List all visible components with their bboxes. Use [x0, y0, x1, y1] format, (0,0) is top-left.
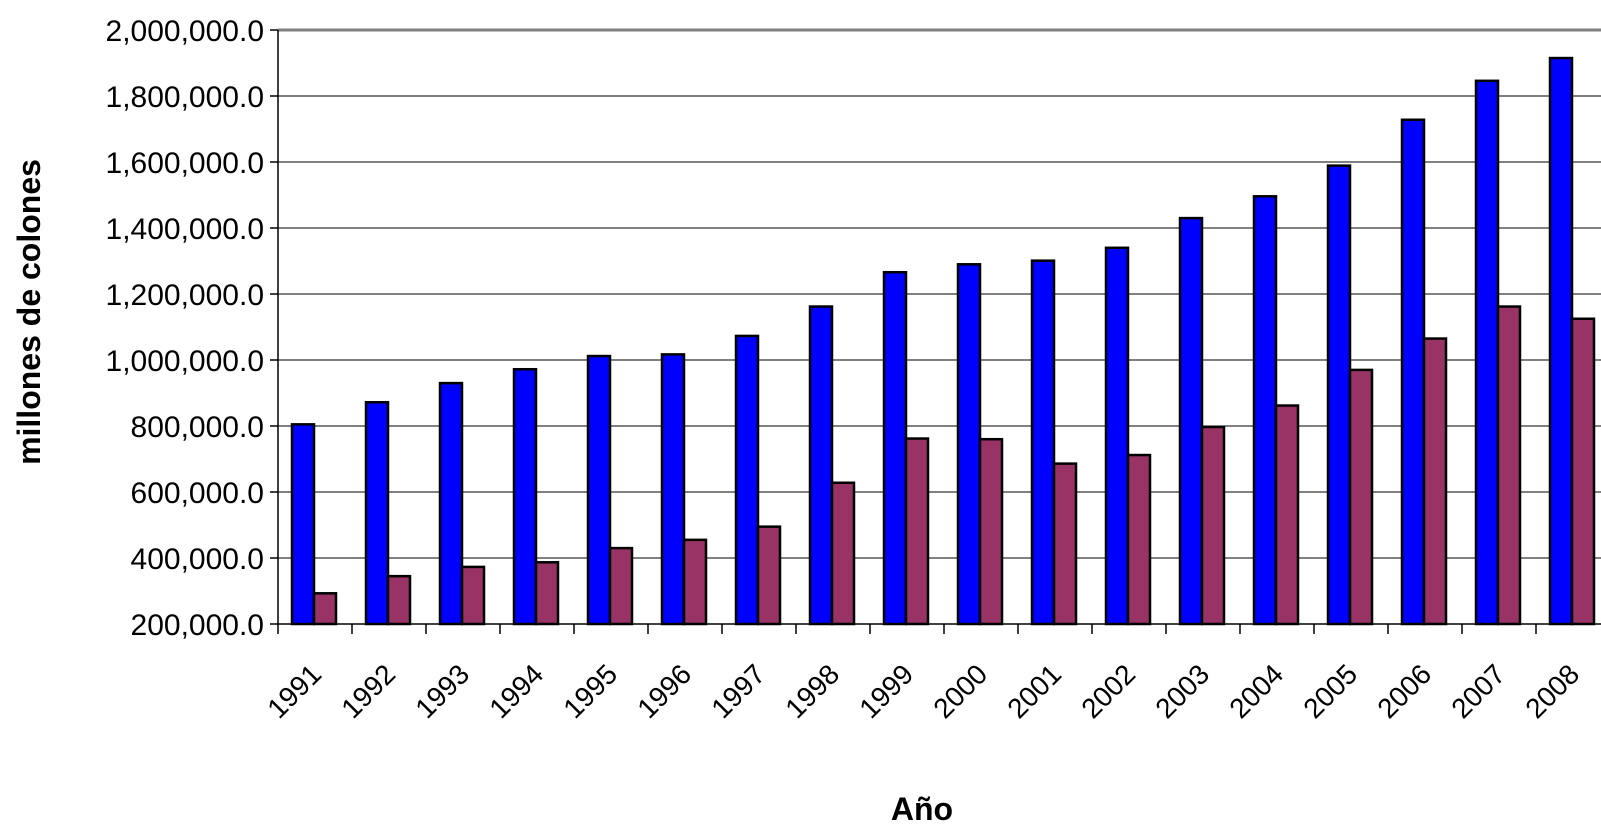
bar-2003-series-1 [1178, 216, 1204, 626]
y-tick-label: 1,400,000.0 [106, 213, 264, 246]
x-tick-label: 1999 [853, 658, 919, 724]
x-tick-label: 2001 [1001, 658, 1067, 724]
bar-2000-series-1 [956, 263, 982, 626]
bar-1996-series-1 [660, 353, 686, 626]
bar-2005-series-2 [1348, 368, 1374, 626]
axes [277, 30, 1601, 634]
bar-2006-series-1 [1400, 118, 1426, 626]
bar-2000-series-2 [978, 437, 1004, 626]
bar-1997-series-2 [756, 525, 782, 626]
bar-2006-series-2 [1422, 337, 1448, 626]
y-tick-labels: 200,000.0 400,000.0 600,000.0 800,000.0 1,00… [106, 15, 264, 642]
x-tick-label: 2003 [1149, 658, 1215, 724]
bar-2004-series-2 [1274, 404, 1300, 626]
bar-2007-series-2 [1496, 305, 1522, 626]
bar-1993-series-1 [438, 381, 464, 626]
y-tick-label: 1,200,000.0 [106, 279, 264, 312]
bar-1996-series-2 [682, 538, 708, 626]
x-tick-labels: 1991 1992 1993 1994 1995 1996 1997 1998 1999 2000… [261, 658, 1585, 724]
y-axis-title: millones de colones [11, 159, 47, 465]
x-tick-label: 2006 [1371, 658, 1437, 724]
bar-1997-series-1 [734, 334, 760, 626]
x-tick-label: 1994 [483, 658, 549, 724]
bar-1992-series-1 [364, 400, 390, 626]
x-tick-label: 1998 [779, 658, 845, 724]
y-tick-label: 200,000.0 [131, 609, 264, 642]
x-tick-label: 2000 [927, 658, 993, 724]
bar-1991-series-2 [312, 592, 338, 626]
bar-1992-series-2 [386, 574, 412, 626]
x-tick-label: 1991 [261, 658, 327, 724]
x-tick-label: 2005 [1297, 658, 1363, 724]
x-tick-label: 2002 [1075, 658, 1141, 724]
bar-1995-series-1 [586, 354, 612, 626]
bar-2007-series-1 [1474, 79, 1500, 626]
x-tick-label: 1992 [335, 658, 401, 724]
bar-2005-series-1 [1326, 164, 1352, 626]
x-tick-label: 2007 [1445, 658, 1511, 724]
y-tick-label: 600,000.0 [131, 477, 264, 510]
x-tick-label: 1995 [557, 658, 623, 724]
bar-1998-series-2 [830, 481, 856, 626]
y-tick-label: 1,000,000.0 [106, 345, 264, 378]
y-tick-label: 1,800,000.0 [106, 81, 264, 114]
x-tick-label: 1993 [409, 658, 475, 724]
x-tick-label: 1997 [705, 658, 771, 724]
y-tick-label: 1,600,000.0 [106, 147, 264, 180]
bar-1993-series-2 [460, 565, 486, 626]
x-axis-title: Año [891, 791, 953, 824]
bar-1995-series-2 [608, 546, 634, 626]
bar-1994-series-2 [534, 561, 560, 626]
bar-1999-series-1 [882, 270, 908, 626]
x-tick-label: 2004 [1223, 658, 1289, 724]
x-tick-label: 1996 [631, 658, 697, 724]
y-tick-label: 400,000.0 [131, 543, 264, 576]
y-tick-label: 800,000.0 [131, 411, 264, 444]
bars [290, 56, 1596, 626]
bar-2001-series-2 [1052, 462, 1078, 626]
bar-2003-series-2 [1200, 425, 1226, 626]
y-tick-label: 2,000,000.0 [106, 15, 264, 48]
bar-2002-series-1 [1104, 246, 1130, 626]
bar-1998-series-1 [808, 305, 834, 626]
bar-1994-series-1 [512, 367, 538, 626]
gridlines [270, 28, 1601, 625]
bar-2008-series-2 [1570, 317, 1596, 626]
x-tick-label: 2008 [1519, 658, 1585, 724]
bar-1999-series-2 [904, 437, 930, 626]
bar-2008-series-1 [1548, 56, 1574, 626]
bar-2001-series-1 [1030, 259, 1056, 626]
bar-2002-series-2 [1126, 453, 1152, 626]
bar-1991-series-1 [290, 423, 316, 626]
bar-2004-series-1 [1252, 195, 1278, 626]
